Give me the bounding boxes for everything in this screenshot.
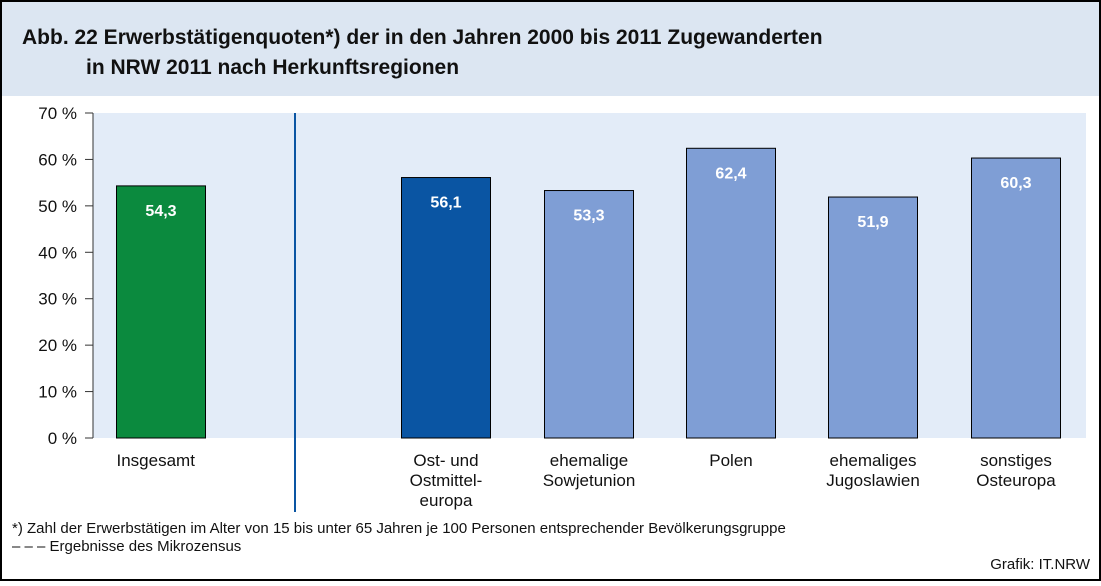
title-band [2, 2, 1099, 96]
value-label: 53,3 [573, 208, 604, 225]
bar [401, 177, 491, 439]
y-tick-label: 50 % [38, 197, 77, 216]
y-tick-label: 20 % [38, 336, 77, 355]
x-tick-label: Insgesamt [117, 451, 196, 470]
bar [686, 147, 776, 439]
y-tick-label: 30 % [38, 290, 77, 309]
bar [971, 157, 1061, 439]
value-label: 51,9 [857, 214, 888, 231]
chart-title: Abb. 22 Erwerbstätigenquoten*) der in de… [22, 26, 823, 49]
x-tick-label: Polen [709, 451, 752, 470]
y-tick-label: 70 % [38, 104, 77, 123]
bar [828, 196, 918, 439]
y-tick-label: 10 % [38, 383, 77, 402]
bar [116, 185, 206, 439]
x-tick-label: sonstiges Osteuropa [976, 451, 1056, 490]
x-tick-label: Ost- und Ostmittel-europa [410, 451, 483, 510]
value-label: 56,1 [430, 195, 461, 212]
value-label: 62,4 [715, 165, 746, 182]
value-label: 54,3 [145, 203, 176, 220]
x-tick-label: ehemaliges Jugoslawien [826, 451, 920, 490]
source: Grafik: IT.NRW [990, 556, 1091, 573]
value-label: 60,3 [1000, 175, 1031, 192]
chart-title: in NRW 2011 nach Herkunftsregionen [86, 56, 459, 79]
bar [544, 190, 634, 439]
note: – – – Ergebnisse des Mikrozensus [12, 538, 241, 555]
footnote: *) Zahl der Erwerbstätigen im Alter von … [12, 520, 786, 537]
y-tick-label: 0 % [48, 429, 77, 448]
y-tick-label: 40 % [38, 243, 77, 262]
y-tick-label: 60 % [38, 150, 77, 169]
x-tick-label: ehemalige Sowjetunion [543, 451, 636, 490]
